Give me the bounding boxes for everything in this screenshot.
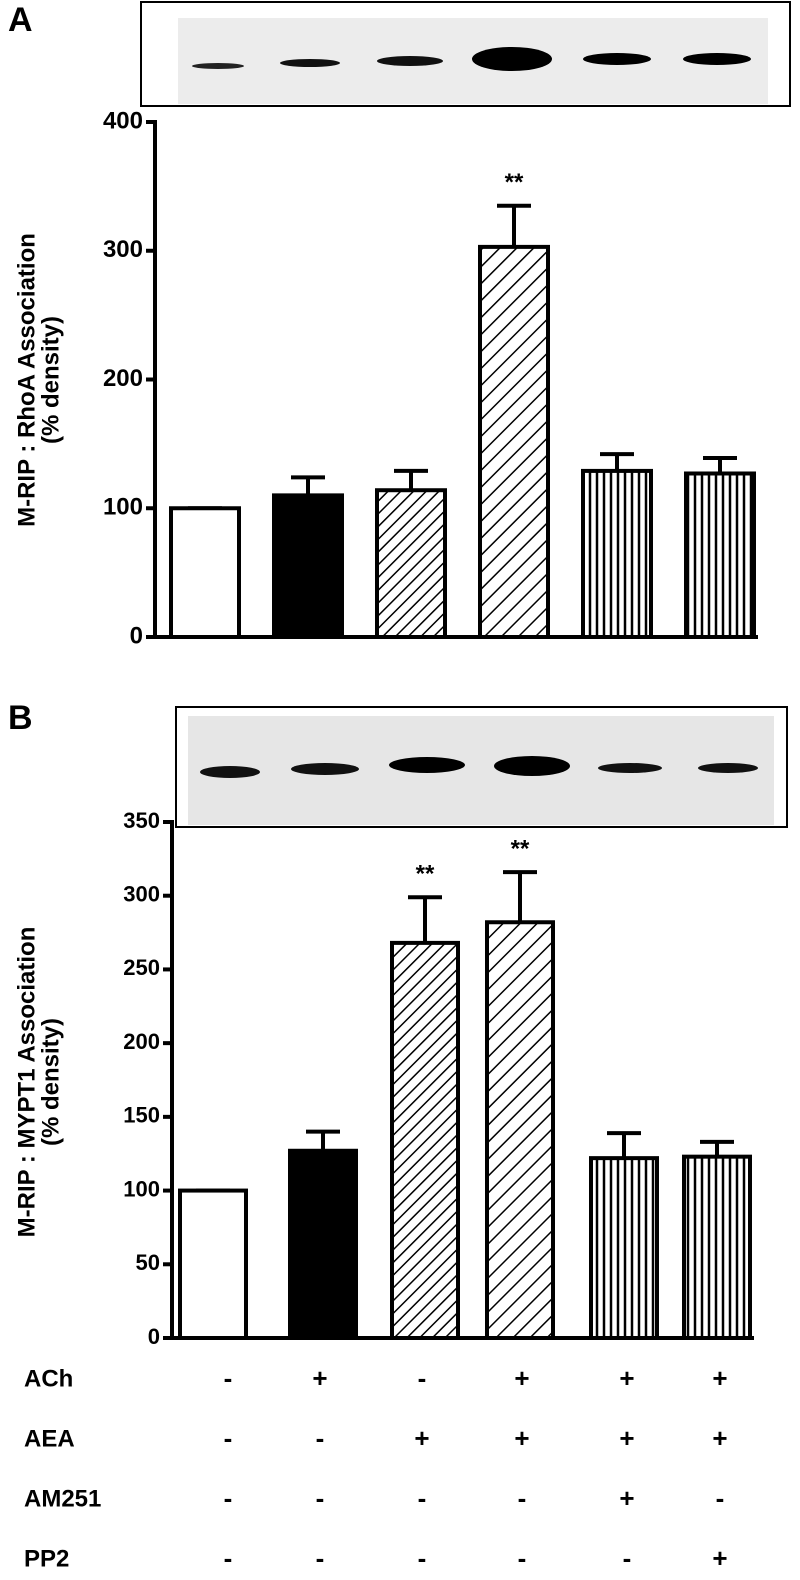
bar <box>288 1148 358 1341</box>
y-tick-label: 200 <box>123 1029 160 1054</box>
y-tick-label: 250 <box>123 955 160 980</box>
blot-image <box>140 1 791 107</box>
blot-image <box>175 706 788 828</box>
treatment-sign: + <box>619 1363 634 1393</box>
bar <box>272 493 344 639</box>
y-tick-label: 300 <box>123 882 160 907</box>
y-axis-label: (% density) <box>37 316 64 444</box>
treatment-label: ACh <box>24 1365 73 1392</box>
bar <box>485 920 555 1340</box>
y-tick-label: 400 <box>103 107 143 134</box>
treatment-sign: + <box>619 1423 634 1453</box>
y-tick-label: 50 <box>136 1250 160 1275</box>
y-tick-label: 150 <box>123 1103 160 1128</box>
treatment-sign: - <box>224 1483 233 1513</box>
panel-label: A <box>8 1 33 39</box>
treatment-sign: + <box>312 1363 327 1393</box>
panel-label: B <box>8 699 33 737</box>
y-axis-label: (% density) <box>37 1018 64 1146</box>
significance-label: ** <box>416 861 435 888</box>
treatment-sign: - <box>316 1543 325 1573</box>
y-tick-label: 100 <box>103 494 143 521</box>
bar <box>684 471 756 639</box>
bar <box>682 1154 752 1340</box>
bar <box>390 940 460 1340</box>
treatment-sign: + <box>712 1423 727 1453</box>
treatment-sign: + <box>619 1483 634 1513</box>
bar <box>581 468 653 639</box>
bar <box>375 488 447 639</box>
treatment-label: AM251 <box>24 1485 101 1512</box>
treatment-sign: - <box>716 1483 725 1513</box>
bar <box>178 1188 248 1340</box>
treatment-sign: - <box>316 1483 325 1513</box>
y-tick-label: 100 <box>123 1176 160 1201</box>
treatment-sign: - <box>418 1543 427 1573</box>
treatment-sign: + <box>414 1423 429 1453</box>
bar <box>169 506 241 639</box>
y-tick-label: 200 <box>103 365 143 392</box>
treatment-sign: + <box>514 1423 529 1453</box>
y-axis-label: M-RIP : RhoA Association <box>13 233 40 527</box>
y-axis-label: M-RIP : MYPT1 Association <box>13 927 40 1238</box>
significance-label: ** <box>511 835 530 862</box>
y-tick-label: 300 <box>103 236 143 263</box>
treatment-sign: + <box>712 1543 727 1573</box>
treatment-sign: - <box>316 1423 325 1453</box>
treatment-sign: + <box>712 1363 727 1393</box>
treatment-sign: - <box>418 1483 427 1513</box>
bar <box>478 244 550 639</box>
treatment-sign: - <box>418 1363 427 1393</box>
treatment-sign: - <box>623 1543 632 1573</box>
treatment-sign: - <box>224 1543 233 1573</box>
treatment-sign: + <box>514 1363 529 1393</box>
treatment-label: PP2 <box>24 1545 69 1572</box>
treatment-sign: - <box>518 1483 527 1513</box>
y-tick-label: 0 <box>148 1324 160 1349</box>
treatment-sign: - <box>224 1423 233 1453</box>
significance-label: ** <box>505 169 524 196</box>
treatment-label: AEA <box>24 1425 75 1452</box>
y-tick-label: 350 <box>123 808 160 833</box>
y-tick-label: 0 <box>130 622 143 649</box>
treatment-sign: - <box>518 1543 527 1573</box>
treatment-sign: - <box>224 1363 233 1393</box>
bar <box>589 1156 659 1340</box>
